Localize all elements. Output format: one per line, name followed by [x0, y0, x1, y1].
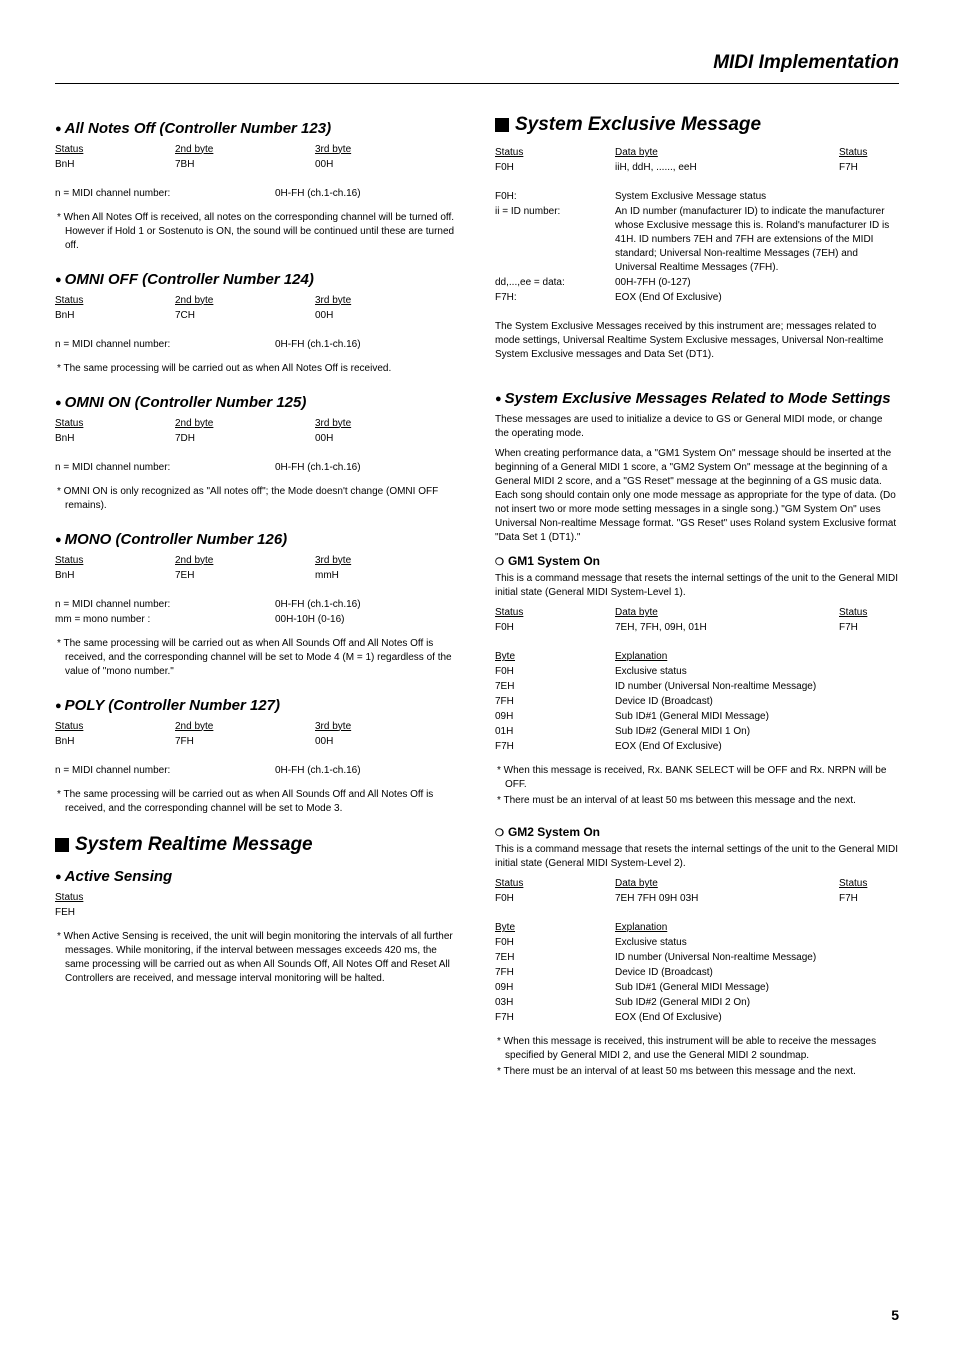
byte-row: F7HEOX (End Of Exclusive) [495, 1011, 899, 1025]
note: * When this message is received, Rx. BAN… [495, 764, 899, 792]
midi-channel-row: n = MIDI channel number: 0H-FH (ch.1-ch.… [55, 461, 459, 475]
def-row: F7H:EOX (End Of Exclusive) [495, 291, 899, 305]
col-status: Status [55, 143, 175, 157]
midi-channel-row: n = MIDI channel number: 0H-FH (ch.1-ch.… [55, 764, 459, 778]
heading-all-notes-off: All Notes Off (Controller Number 123) [55, 118, 459, 139]
byte-row: F0HExclusive status [495, 665, 899, 679]
paragraph: The System Exclusive Messages received b… [495, 320, 899, 362]
note: * The same processing will be carried ou… [55, 362, 459, 376]
table-header: Status 2nd byte 3rd byte [55, 417, 459, 431]
table-row: F0H 7EH, 7FH, 09H, 01H F7H [495, 621, 899, 635]
table-header: Status Data byte Status [495, 877, 899, 891]
page-number: 5 [891, 1306, 899, 1326]
table-row: FEH [55, 906, 459, 920]
table-row: BnH 7FH 00H [55, 735, 459, 749]
heading-omni-off: OMNI OFF (Controller Number 124) [55, 269, 459, 290]
table-header: Status Data byte Status [495, 146, 899, 160]
heading-mono: MONO (Controller Number 126) [55, 529, 459, 550]
table-header: Status [55, 891, 459, 905]
col-3rd: 3rd byte [315, 143, 459, 157]
table-header: Status Data byte Status [495, 606, 899, 620]
byte-row: 09HSub ID#1 (General MIDI Message) [495, 981, 899, 995]
paragraph: When creating performance data, a "GM1 S… [495, 447, 899, 545]
note: * When Active Sensing is received, the u… [55, 930, 459, 986]
heading-omni-on: OMNI ON (Controller Number 125) [55, 392, 459, 413]
byte-row: 7FHDevice ID (Broadcast) [495, 966, 899, 980]
table-header: Status 2nd byte 3rd byte [55, 143, 459, 157]
def-row: dd,...,ee = data:00H-7FH (0-127) [495, 276, 899, 290]
left-column: All Notes Off (Controller Number 123) St… [55, 112, 459, 1096]
def-row: ii = ID number:An ID number (manufacture… [495, 205, 899, 275]
table-row: F0H 7EH 7FH 09H 03H F7H [495, 892, 899, 906]
heading-mode-settings: System Exclusive Messages Related to Mod… [495, 388, 899, 409]
table-header: Status 2nd byte 3rd byte [55, 294, 459, 308]
def-row: F0H:System Exclusive Message status [495, 190, 899, 204]
note: * OMNI ON is only recognized as "All not… [55, 485, 459, 513]
heading-gm1: GM1 System On [495, 553, 899, 570]
byte-row: 01HSub ID#2 (General MIDI 1 On) [495, 725, 899, 739]
midi-channel-row: n = MIDI channel number: 0H-FH (ch.1-ch.… [55, 338, 459, 352]
mono-number-row: mm = mono number : 00H-10H (0-16) [55, 613, 459, 627]
note: * The same processing will be carried ou… [55, 788, 459, 816]
byte-row: F7HEOX (End Of Exclusive) [495, 740, 899, 754]
square-bullet-icon [55, 838, 69, 852]
byte-row: 03HSub ID#2 (General MIDI 2 On) [495, 996, 899, 1010]
paragraph: This is a command message that resets th… [495, 572, 899, 600]
gm2-bytes: F0HExclusive status7EHID number (Univers… [495, 936, 899, 1025]
bytes-header: Byte Explanation [495, 921, 899, 935]
byte-row: F0HExclusive status [495, 936, 899, 950]
note: * The same processing will be carried ou… [55, 637, 459, 679]
byte-row: 7EHID number (Universal Non-realtime Mes… [495, 680, 899, 694]
sysex-defs: F0H:System Exclusive Message statusii = … [495, 190, 899, 305]
note: * There must be an interval of at least … [495, 1065, 899, 1079]
table-row: BnH 7EH mmH [55, 569, 459, 583]
table-row: BnH 7DH 00H [55, 432, 459, 446]
square-bullet-icon [495, 118, 509, 132]
heading-gm2: GM2 System On [495, 824, 899, 841]
table-row: F0H iiH, ddH, ......, eeH F7H [495, 161, 899, 175]
col-2nd: 2nd byte [175, 143, 315, 157]
note: * When this message is received, this in… [495, 1035, 899, 1063]
heading-sys-realtime: System Realtime Message [55, 832, 459, 859]
heading-poly: POLY (Controller Number 127) [55, 695, 459, 716]
table-header: Status 2nd byte 3rd byte [55, 720, 459, 734]
midi-channel-row: n = MIDI channel number: 0H-FH (ch.1-ch.… [55, 598, 459, 612]
note: * There must be an interval of at least … [495, 794, 899, 808]
right-column: System Exclusive Message Status Data byt… [495, 112, 899, 1096]
byte-row: 09HSub ID#1 (General MIDI Message) [495, 710, 899, 724]
heading-sysex: System Exclusive Message [495, 112, 899, 139]
byte-row: 7FHDevice ID (Broadcast) [495, 695, 899, 709]
heading-active-sensing: Active Sensing [55, 866, 459, 887]
byte-row: 7EHID number (Universal Non-realtime Mes… [495, 951, 899, 965]
table-header: Status 2nd byte 3rd byte [55, 554, 459, 568]
table-row: BnH 7CH 00H [55, 309, 459, 323]
table-row: BnH 7BH 00H [55, 158, 459, 172]
columns: All Notes Off (Controller Number 123) St… [55, 112, 899, 1096]
bytes-header: Byte Explanation [495, 650, 899, 664]
paragraph: This is a command message that resets th… [495, 843, 899, 871]
gm1-bytes: F0HExclusive status7EHID number (Univers… [495, 665, 899, 754]
note: * When All Notes Off is received, all no… [55, 211, 459, 253]
paragraph: These messages are used to initialize a … [495, 413, 899, 441]
page-title: MIDI Implementation [55, 50, 899, 77]
midi-channel-row: n = MIDI channel number: 0H-FH (ch.1-ch.… [55, 187, 459, 201]
page-header: MIDI Implementation [55, 50, 899, 84]
